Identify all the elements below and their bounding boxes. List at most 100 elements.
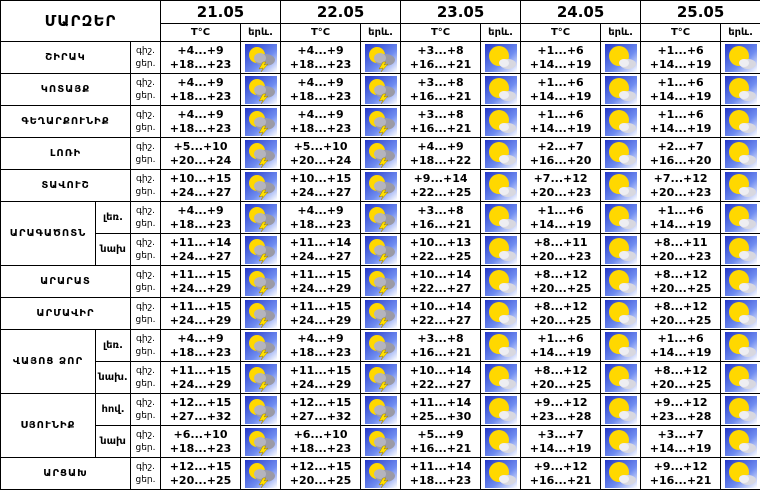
weather-icon [725, 428, 757, 456]
night-temp: +3...+8 [417, 43, 464, 57]
icon-cell [480, 329, 522, 362]
temp-cell: +11...+15 +24...+29 [280, 265, 362, 298]
icon-cell [480, 425, 522, 458]
period-label: ցեր. [135, 314, 156, 325]
day-temp: +20...+23 [649, 185, 712, 199]
weather-icon-image [245, 76, 277, 104]
weather-icon-image [245, 396, 277, 424]
weather-icon [605, 332, 637, 360]
night-temp: +8...+12 [653, 299, 708, 313]
day-temp: +16...+21 [409, 89, 472, 103]
day-temp: +16...+20 [649, 153, 712, 167]
period-label: ցեր. [135, 58, 156, 69]
weather-icon [605, 140, 637, 168]
day-temp: +16...+21 [529, 473, 592, 487]
weather-icon-image [725, 76, 757, 104]
night-temp: +8...+12 [653, 363, 708, 377]
date-header: 25.05 [640, 0, 760, 24]
weather-icon-image [485, 204, 517, 232]
period-label: գիշ. [136, 141, 155, 152]
night-temp: +4...+9 [177, 107, 224, 121]
temp-cell: +12...+15 +20...+25 [280, 457, 362, 490]
temp-cell: +1...+6 +14...+19 [640, 201, 722, 234]
icon-header: երև. [480, 23, 522, 42]
night-temp: +6...+10 [293, 427, 348, 441]
icon-cell [720, 169, 760, 202]
night-temp: +9...+12 [533, 459, 588, 473]
icon-cell [600, 329, 642, 362]
icon-header: երև. [720, 23, 760, 42]
night-temp: +8...+12 [533, 299, 588, 313]
weather-icon [245, 172, 277, 200]
period-label: գիշ. [136, 461, 155, 472]
weather-icon-image [485, 364, 517, 392]
icon-cell [240, 457, 282, 490]
weather-icon [605, 396, 637, 424]
day-temp: +20...+25 [649, 313, 712, 327]
weather-icon [605, 44, 637, 72]
icon-cell [360, 137, 402, 170]
day-temp: +14...+19 [529, 217, 592, 231]
weather-icon [245, 108, 277, 136]
icon-header: երև. [240, 23, 282, 42]
weather-icon [365, 76, 397, 104]
icon-cell [360, 41, 402, 74]
temp-cell: +8...+12 +20...+25 [640, 361, 722, 394]
weather-icon-image [485, 76, 517, 104]
icon-cell [360, 169, 402, 202]
icon-cell [720, 361, 760, 394]
temp-cell: +3...+8 +16...+21 [400, 41, 482, 74]
icon-cell [240, 201, 282, 234]
period-cell: գիշ. ցեր. [129, 361, 162, 394]
temp-cell: +9...+12 +23...+28 [640, 393, 722, 426]
temp-cell: +8...+12 +20...+25 [520, 361, 602, 394]
temp-cell: +9...+12 +16...+21 [640, 457, 722, 490]
icon-cell [600, 105, 642, 138]
night-temp: +8...+12 [533, 267, 588, 281]
day-temp: +18...+23 [289, 441, 352, 455]
day-temp: +22...+25 [409, 185, 472, 199]
temp-cell: +8...+12 +20...+25 [640, 265, 722, 298]
region-row: ԱՐՄԱՎԻՐ գիշ. ցեր. +11...+15 +24...+29 +11...+… [0, 297, 760, 330]
weather-icon-image [725, 44, 757, 72]
night-temp: +9...+12 [653, 459, 708, 473]
icon-cell [600, 73, 642, 106]
temp-cell: +9...+12 +16...+21 [520, 457, 602, 490]
night-temp: +1...+6 [657, 203, 704, 217]
weather-icon [365, 428, 397, 456]
icon-cell [240, 73, 282, 106]
period-label: գիշ. [136, 237, 155, 248]
temp-header: T°C [400, 23, 482, 42]
night-temp: +3...+8 [417, 75, 464, 89]
period-cell: գիշ. ցեր. [129, 105, 162, 138]
weather-icon [485, 364, 517, 392]
region-name: ԳԵՂԱՐՔՈՒՆԻՔ [0, 105, 131, 138]
weather-icon-image [245, 428, 277, 456]
icon-cell [240, 169, 282, 202]
period-label: գիշ. [136, 333, 155, 344]
icon-cell [720, 457, 760, 490]
weather-icon [485, 204, 517, 232]
weather-icon-image [245, 204, 277, 232]
icon-cell [480, 233, 522, 266]
date-header: 21.05 [160, 0, 282, 24]
temp-cell: +4...+9 +18...+23 [280, 329, 362, 362]
night-temp: +12...+15 [289, 395, 352, 409]
period-label: ցեր. [135, 90, 156, 101]
weather-icon [725, 172, 757, 200]
day-temp: +24...+27 [169, 249, 232, 263]
night-temp: +11...+14 [409, 395, 472, 409]
weather-icon [485, 76, 517, 104]
region-row: նախ գիշ. ցեր. +6...+10 +18...+23 +6...+10 +18.… [1, 425, 760, 458]
temp-cell: +12...+15 +20...+25 [160, 457, 242, 490]
temp-cell: +6...+10 +18...+23 [280, 425, 362, 458]
weather-icon-image [485, 268, 517, 296]
weather-icon-image [725, 236, 757, 264]
weather-icon [725, 44, 757, 72]
night-temp: +3...+7 [537, 427, 584, 441]
weather-icon [725, 364, 757, 392]
date-header: 22.05 [280, 0, 402, 24]
icon-cell [480, 41, 522, 74]
weather-icon-image [365, 172, 397, 200]
night-temp: +8...+12 [653, 267, 708, 281]
